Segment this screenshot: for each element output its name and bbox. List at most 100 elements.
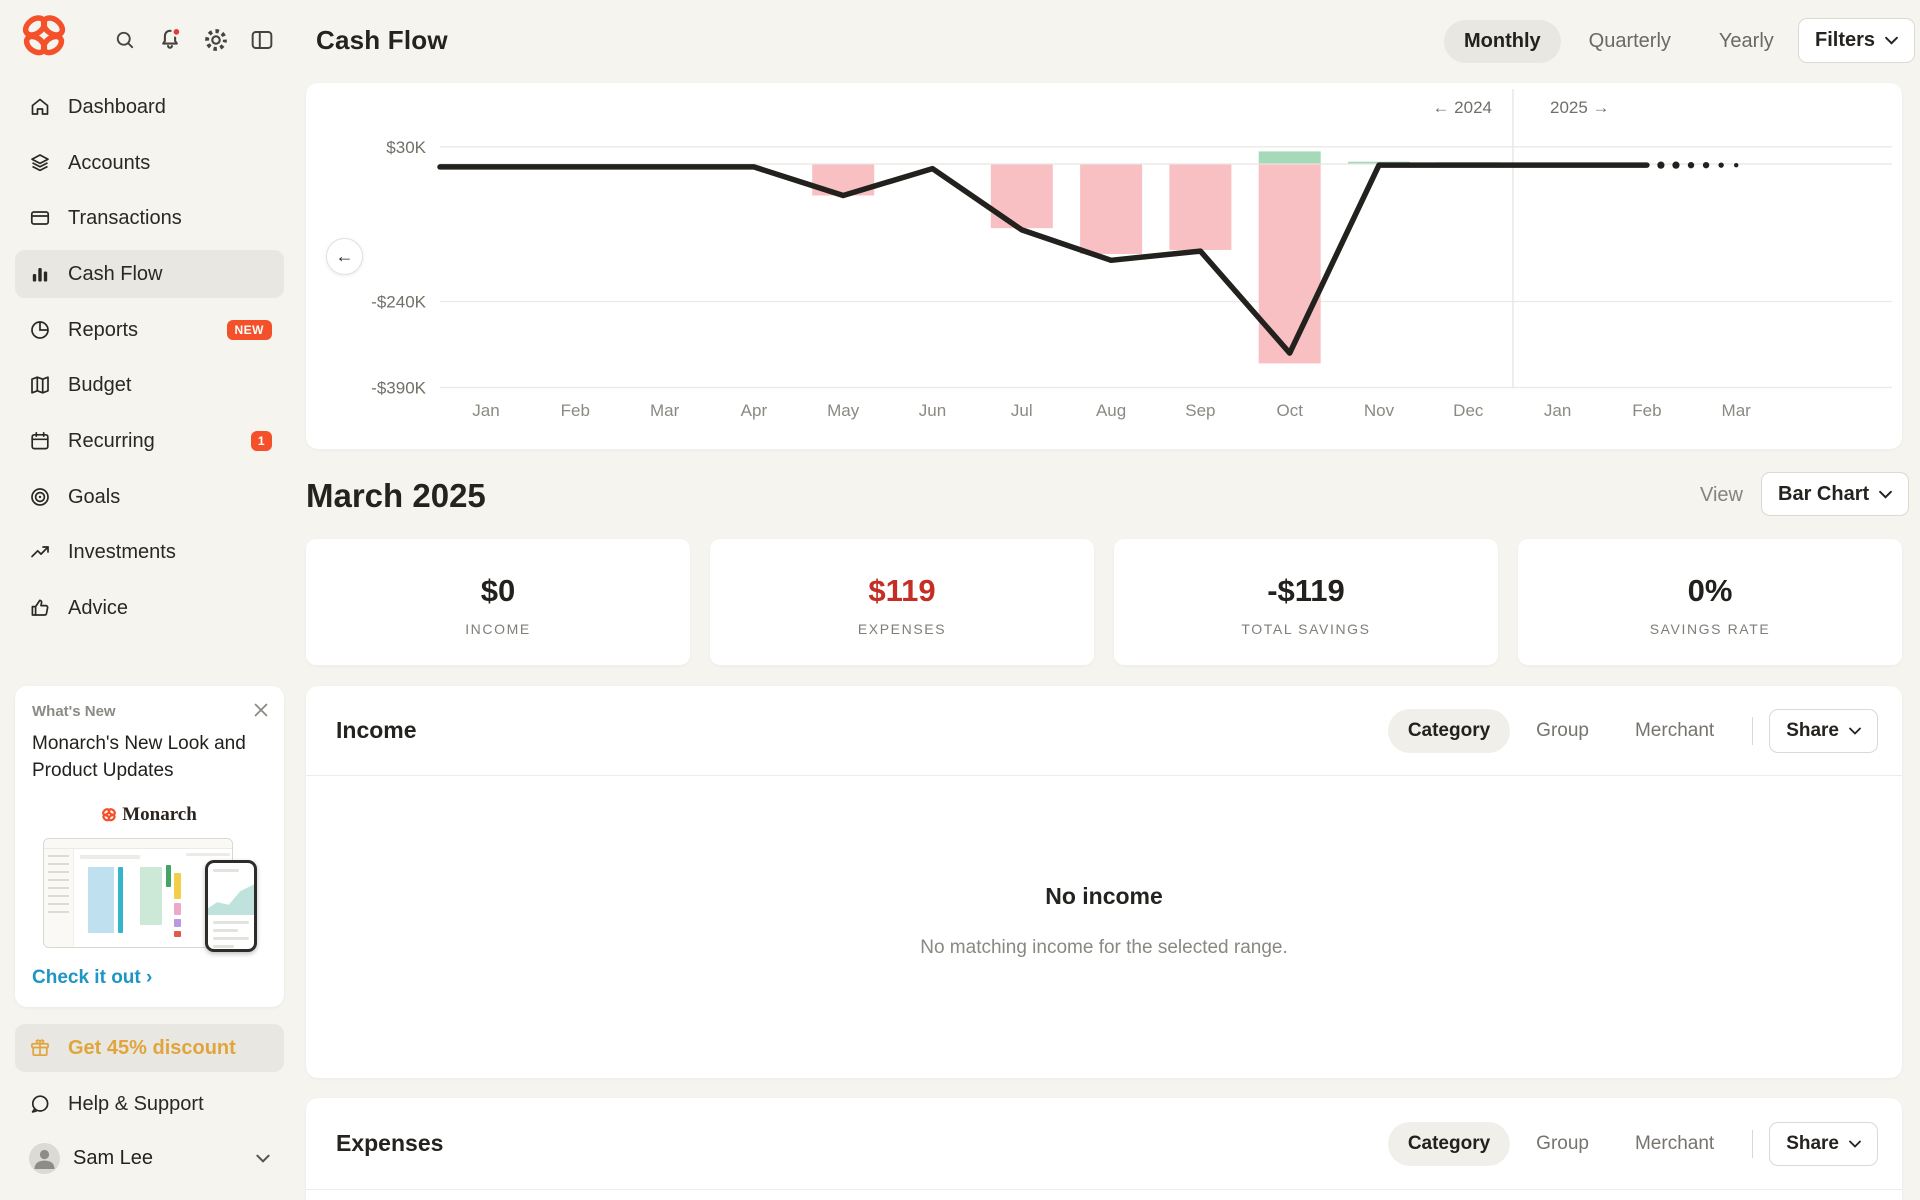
svg-text:Sep: Sep — [1185, 401, 1215, 420]
income-tab-merchant[interactable]: Merchant — [1634, 719, 1715, 741]
sidebar-item-budget[interactable]: Budget — [15, 361, 284, 409]
sidebar-item-accounts[interactable]: Accounts — [15, 139, 284, 187]
page-title: Cash Flow — [316, 25, 448, 55]
user-name: Sam Lee — [73, 1146, 154, 1169]
chevron-down-icon — [1849, 1140, 1861, 1148]
new-badge: NEW — [226, 320, 272, 340]
sidebar-item-reports[interactable]: Reports NEW — [15, 306, 284, 354]
svg-text:Aug: Aug — [1096, 401, 1126, 420]
view-label: View — [1700, 484, 1743, 506]
tab-quarterly[interactable]: Quarterly — [1588, 29, 1671, 52]
income-share-button[interactable]: Share — [1769, 708, 1878, 753]
income-label: INCOME — [465, 621, 531, 637]
notification-red-dot — [171, 26, 182, 37]
savings-rate-label: SAVINGS RATE — [1649, 621, 1771, 637]
svg-text:$30K: $30K — [386, 138, 426, 157]
income-empty-title: No income — [1045, 883, 1163, 909]
map-icon — [29, 374, 51, 396]
cash-flow-chart-card: $30K -$240K -$390K Jan Feb Mar Apr May Jun Jul Aug… — [306, 83, 1902, 449]
close-icon[interactable] — [251, 700, 271, 720]
expenses-label: EXPENSES — [857, 621, 947, 637]
thumbs-up-icon — [29, 597, 51, 619]
svg-text:Jul: Jul — [1011, 401, 1033, 420]
check-it-out-link[interactable]: Check it out › — [32, 967, 153, 988]
income-summary-card: $0 INCOME — [306, 539, 690, 665]
cash-flow-chart[interactable]: $30K -$240K -$390K Jan Feb Mar Apr May Jun Jul Aug… — [306, 83, 1902, 449]
chat-bubble-icon — [29, 1093, 51, 1115]
chevron-down-icon — [1885, 36, 1898, 45]
expenses-section-card: Expenses Category Group Merchant Share — [306, 1098, 1902, 1200]
whats-new-preview-image — [43, 838, 233, 948]
svg-text:-$390K: -$390K — [371, 378, 426, 397]
monarch-wordmark: Monarch — [15, 804, 284, 826]
savings-rate-summary-card: 0% SAVINGS RATE — [1518, 539, 1902, 665]
search-icon[interactable] — [107, 22, 143, 58]
whats-new-title: Monarch's New Look and Product Updates — [32, 733, 246, 781]
sidebar-item-dashboard[interactable]: Dashboard — [15, 83, 284, 131]
sidebar-toggle-icon[interactable] — [244, 22, 280, 58]
expenses-tab-group[interactable]: Group — [1536, 1132, 1589, 1154]
expenses-section-title: Expenses — [336, 1130, 444, 1156]
recurring-count-badge: 1 — [250, 431, 272, 451]
home-icon — [29, 96, 51, 118]
income-tab-category[interactable]: Category — [1387, 708, 1511, 753]
sidebar-item-advice[interactable]: Advice — [15, 584, 284, 632]
gift-icon — [29, 1037, 51, 1059]
whats-new-phone-mockup — [205, 860, 257, 952]
settings-gear-icon[interactable] — [198, 22, 234, 58]
svg-text:Feb: Feb — [1632, 401, 1661, 420]
expenses-share-button[interactable]: Share — [1769, 1121, 1878, 1166]
notifications-bell-icon[interactable] — [152, 22, 188, 58]
expenses-value: $119 — [868, 573, 936, 608]
income-section-card: Income Category Group Merchant Share No … — [306, 686, 1902, 1078]
svg-text:Oct: Oct — [1276, 401, 1303, 420]
svg-text:May: May — [827, 401, 860, 420]
tab-monthly[interactable]: Monthly — [1444, 19, 1561, 63]
divider — [1752, 1129, 1754, 1158]
svg-text:Apr: Apr — [741, 401, 768, 420]
sidebar-item-investments[interactable]: Investments — [15, 528, 284, 576]
filters-button[interactable]: Filters — [1798, 18, 1916, 63]
sidebar-item-recurring[interactable]: Recurring 1 — [15, 417, 284, 465]
view-dropdown[interactable]: Bar Chart — [1761, 472, 1910, 516]
svg-text:Mar: Mar — [1722, 401, 1752, 420]
tab-yearly[interactable]: Yearly — [1718, 29, 1774, 52]
svg-text:Feb: Feb — [561, 401, 590, 420]
calendar-icon — [29, 430, 51, 452]
bar-chart-icon — [29, 263, 51, 285]
total-savings-label: TOTAL SAVINGS — [1241, 621, 1371, 637]
savings-rate-value: 0% — [1687, 573, 1733, 608]
chevron-down-icon — [256, 1154, 270, 1163]
svg-text:-$240K: -$240K — [371, 293, 426, 312]
sidebar-item-cash-flow[interactable]: Cash Flow — [15, 250, 284, 298]
sidebar-item-help-support[interactable]: Help & Support — [15, 1080, 284, 1128]
svg-text:Jan: Jan — [1544, 401, 1571, 420]
chart-back-button[interactable]: ← — [326, 238, 363, 275]
period-title: March 2025 — [306, 477, 486, 514]
income-tab-group[interactable]: Group — [1536, 719, 1589, 741]
avatar — [29, 1142, 60, 1174]
whats-new-header: What's New — [32, 703, 116, 720]
income-empty-state: No income No matching income for the sel… — [306, 776, 1902, 1076]
sidebar-item-transactions[interactable]: Transactions — [15, 194, 284, 242]
whats-new-card: What's New Monarch's New Look and Produc… — [15, 686, 284, 1007]
sidebar-item-goals[interactable]: Goals — [15, 473, 284, 521]
pie-chart-icon — [29, 319, 51, 341]
discount-label: Get 45% discount — [68, 1036, 236, 1059]
credit-card-icon — [29, 207, 51, 229]
trend-up-icon — [29, 541, 51, 563]
prev-year-nav[interactable]: ← 2024 — [1432, 98, 1492, 117]
expenses-summary-card: $119 EXPENSES — [710, 539, 1094, 665]
next-year-nav[interactable]: 2025 → — [1550, 98, 1610, 117]
expenses-tab-merchant[interactable]: Merchant — [1634, 1132, 1715, 1154]
user-menu[interactable]: Sam Lee — [15, 1134, 284, 1182]
layers-icon — [29, 152, 51, 174]
discount-button[interactable]: Get 45% discount — [15, 1024, 284, 1072]
income-section-title: Income — [336, 717, 417, 743]
chevron-down-icon — [1849, 727, 1861, 735]
svg-text:Jan: Jan — [472, 401, 499, 420]
monarch-logo-icon[interactable] — [22, 14, 66, 58]
svg-text:Nov: Nov — [1364, 401, 1395, 420]
expenses-tab-category[interactable]: Category — [1387, 1121, 1511, 1166]
